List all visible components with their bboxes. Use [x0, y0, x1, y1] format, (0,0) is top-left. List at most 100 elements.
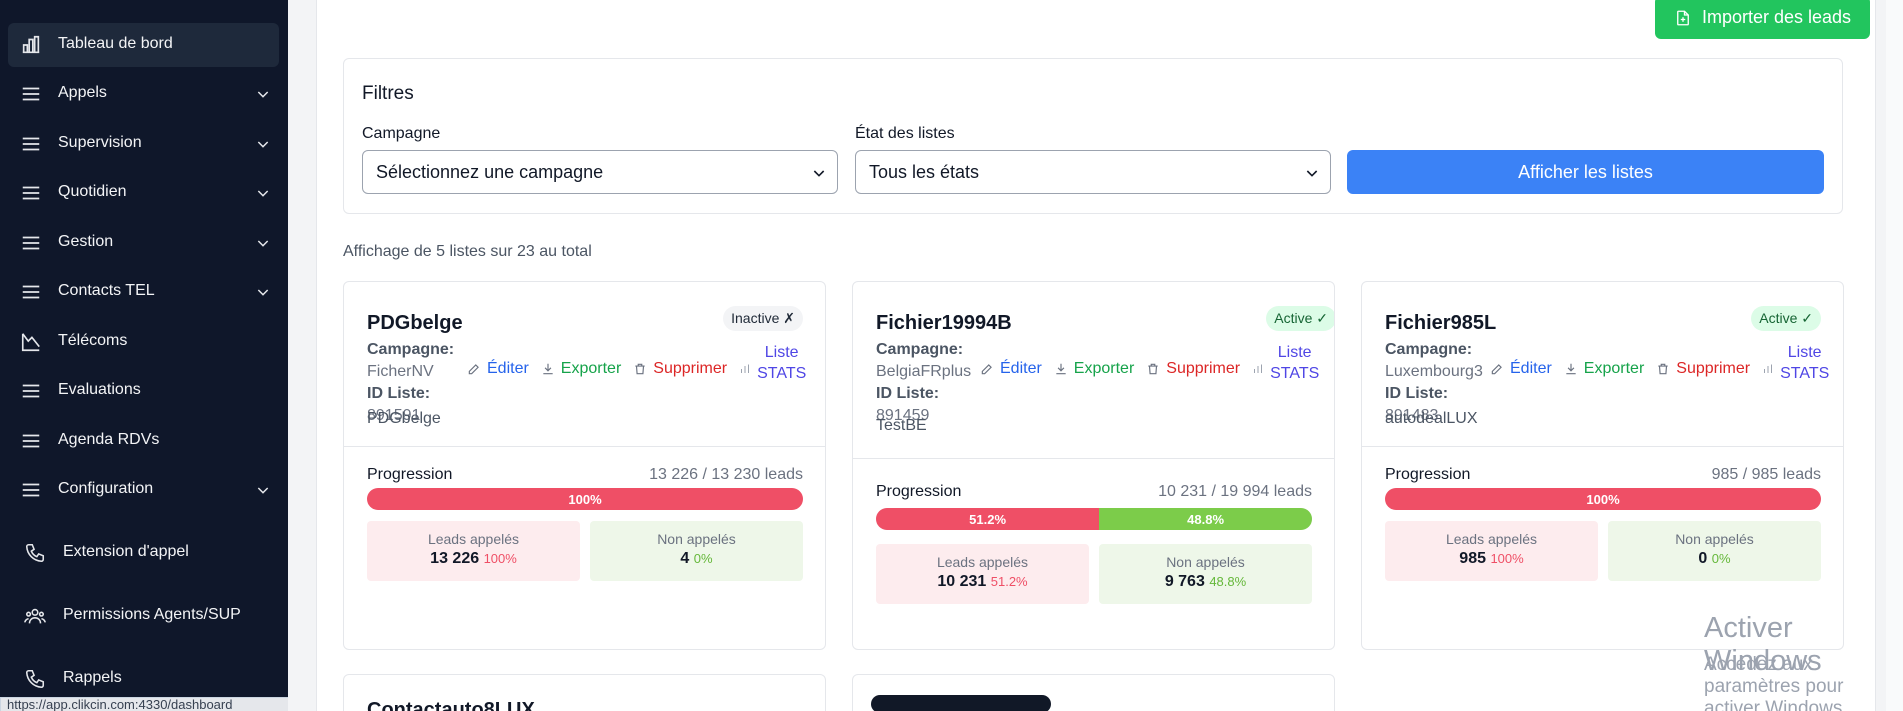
menu-icon: [22, 285, 40, 299]
card-meta: Campagne: Luxembourg3 ID Liste: 891483: [1385, 339, 1485, 427]
called-stat-label: Leads appelés: [936, 554, 1029, 570]
edit-button[interactable]: Éditer: [980, 360, 1042, 378]
campaign-key: Campagne:: [876, 341, 964, 358]
card-meta: Campagne: FicherNV ID Liste: 891591: [367, 339, 467, 427]
file-plus-icon: [1677, 10, 1689, 25]
dark-pill: [871, 695, 1051, 711]
not-called-stat: Non appelés 9 763 48.8%: [1099, 544, 1312, 604]
called-stat: Leads appelés 10 231 51.2%: [876, 544, 1089, 604]
filters-title: Filtres: [362, 83, 414, 104]
sidebar-item-appels[interactable]: Appels: [8, 72, 279, 116]
list-stats-button[interactable]: Liste STATS: [1252, 342, 1319, 384]
sidebar-item-label: Permissions Agents/SUP: [63, 606, 241, 623]
content-panel: Importer des leads Filtres Campagne État…: [316, 0, 1876, 711]
phone-icon: [25, 669, 45, 689]
show-lists-button[interactable]: Afficher les listes: [1347, 150, 1824, 194]
not-called-percent: 0%: [1711, 551, 1731, 566]
campaign-select-value: Sélectionnez une campagne: [376, 161, 604, 182]
sidebar-item-label: Agenda RDVs: [58, 431, 160, 448]
status-badge: Active ✓: [1751, 306, 1821, 331]
sidebar-item-contacts-tel[interactable]: Contacts TEL: [8, 270, 279, 314]
status-badge: Active ✓: [1266, 306, 1334, 331]
state-select[interactable]: Tous les états: [855, 150, 1331, 194]
edit-button[interactable]: Éditer: [467, 360, 529, 378]
card-title: Fichier19994B: [876, 312, 1012, 334]
chevron-down-icon: [257, 190, 269, 197]
sidebar-item-label: Configuration: [58, 480, 154, 497]
sidebar-item-supervision[interactable]: Supervision: [8, 122, 279, 166]
progress-called-segment: 100%: [1385, 488, 1821, 510]
stats-label-line2: STATS: [757, 365, 807, 382]
not-called-count: 4: [680, 550, 690, 567]
called-percent: 100%: [1490, 551, 1524, 566]
browser-status-url: https://app.clikcin.com:4330/dashboard: [0, 697, 330, 711]
edit-label: Éditer: [1510, 360, 1552, 377]
edit-label: Éditer: [1000, 360, 1042, 377]
campaign-key: Campagne:: [1385, 341, 1473, 358]
list-id-value: 891459: [876, 407, 930, 424]
list-card: [852, 674, 1335, 711]
download-icon: [543, 363, 553, 375]
delete-button[interactable]: Supprimer: [633, 360, 727, 378]
edit-button[interactable]: Éditer: [1490, 360, 1552, 378]
state-label: État des listes: [855, 125, 955, 142]
stats-icon: [1764, 364, 1773, 373]
sidebar-item-gestion[interactable]: Gestion: [8, 221, 279, 265]
import-leads-button[interactable]: Importer des leads: [1655, 0, 1870, 39]
called-percent: 51.2%: [990, 574, 1028, 589]
sidebar-item-telecoms[interactable]: Télécoms: [8, 320, 279, 364]
menu-icon: [22, 384, 40, 398]
page-scrollbar[interactable]: [1886, 0, 1903, 711]
sidebar-item-tableau-de-bord[interactable]: Tableau de bord: [8, 23, 279, 67]
progress-not-called-segment: 48.8%: [1099, 508, 1312, 530]
chevron-down-icon: [257, 487, 269, 494]
menu-icon: [22, 137, 40, 151]
not-called-stat: Non appelés 4 0%: [590, 521, 803, 581]
not-called-stat: Non appelés 0 0%: [1608, 521, 1821, 581]
list-card: Fichier19994B Active ✓ Campagne: BelgiaF…: [852, 281, 1335, 650]
trash-icon: [1148, 363, 1158, 375]
not-called-percent: 48.8%: [1209, 574, 1247, 589]
sidebar-item-rappels[interactable]: Rappels: [8, 657, 279, 701]
list-id-value: 891483: [1385, 407, 1439, 424]
sidebar-item-quotidien[interactable]: Quotidien: [8, 171, 279, 215]
delete-button[interactable]: Supprimer: [1656, 360, 1750, 378]
menu-icon: [22, 434, 40, 448]
sidebar-item-permissions[interactable]: Permissions Agents/SUP: [8, 594, 279, 638]
list-stats-button[interactable]: Liste STATS: [739, 342, 806, 384]
list-id-key: ID Liste:: [1385, 385, 1449, 402]
windows-activation-subtitle: Accédez aux paramètres pour activer Wind…: [1704, 654, 1848, 711]
list-card: Contactauto8LUX: [343, 674, 826, 711]
card-divider: [853, 458, 1334, 459]
progression-label: Progression: [876, 483, 962, 500]
delete-button[interactable]: Supprimer: [1146, 360, 1240, 378]
list-stats-button[interactable]: Liste STATS: [1762, 342, 1829, 384]
stats-label-line1: Liste: [764, 344, 799, 361]
called-stat-label: Leads appelés: [427, 531, 520, 547]
chevron-down-icon: [257, 240, 269, 247]
called-count: 985: [1459, 550, 1486, 567]
trash-icon: [635, 363, 645, 375]
progress-called-segment: 51.2%: [876, 508, 1100, 530]
edit-label: Éditer: [487, 360, 529, 377]
export-button[interactable]: Exporter: [1564, 360, 1644, 378]
card-meta: Campagne: BelgiaFRplus ID Liste: 891459: [876, 339, 976, 427]
export-button[interactable]: Exporter: [541, 360, 621, 378]
export-button[interactable]: Exporter: [1054, 360, 1134, 378]
called-percent: 100%: [483, 551, 517, 566]
card-description: TestBE: [876, 417, 927, 434]
sidebar-item-evaluations[interactable]: Evaluations: [8, 369, 279, 413]
sidebar-item-extension-appel[interactable]: Extension d'appel: [8, 531, 279, 575]
menu-icon: [22, 186, 40, 200]
campaign-select[interactable]: Sélectionnez une campagne: [362, 150, 838, 194]
not-called-stat-label: Non appelés: [1166, 554, 1245, 570]
list-id-key: ID Liste:: [367, 385, 431, 402]
main-content: Importer des leads Filtres Campagne État…: [288, 0, 1886, 711]
called-stat: Leads appelés 13 226 100%: [367, 521, 580, 581]
stats-label-line1: Liste: [1787, 344, 1822, 361]
sidebar: Tableau de bord Appels Supervision Quoti…: [0, 0, 288, 711]
progression-label: Progression: [367, 466, 453, 483]
sidebar-item-agenda-rdvs[interactable]: Agenda RDVs: [8, 419, 279, 463]
progression-count: 985 / 985 leads: [1711, 466, 1821, 483]
sidebar-item-configuration[interactable]: Configuration: [8, 468, 279, 512]
